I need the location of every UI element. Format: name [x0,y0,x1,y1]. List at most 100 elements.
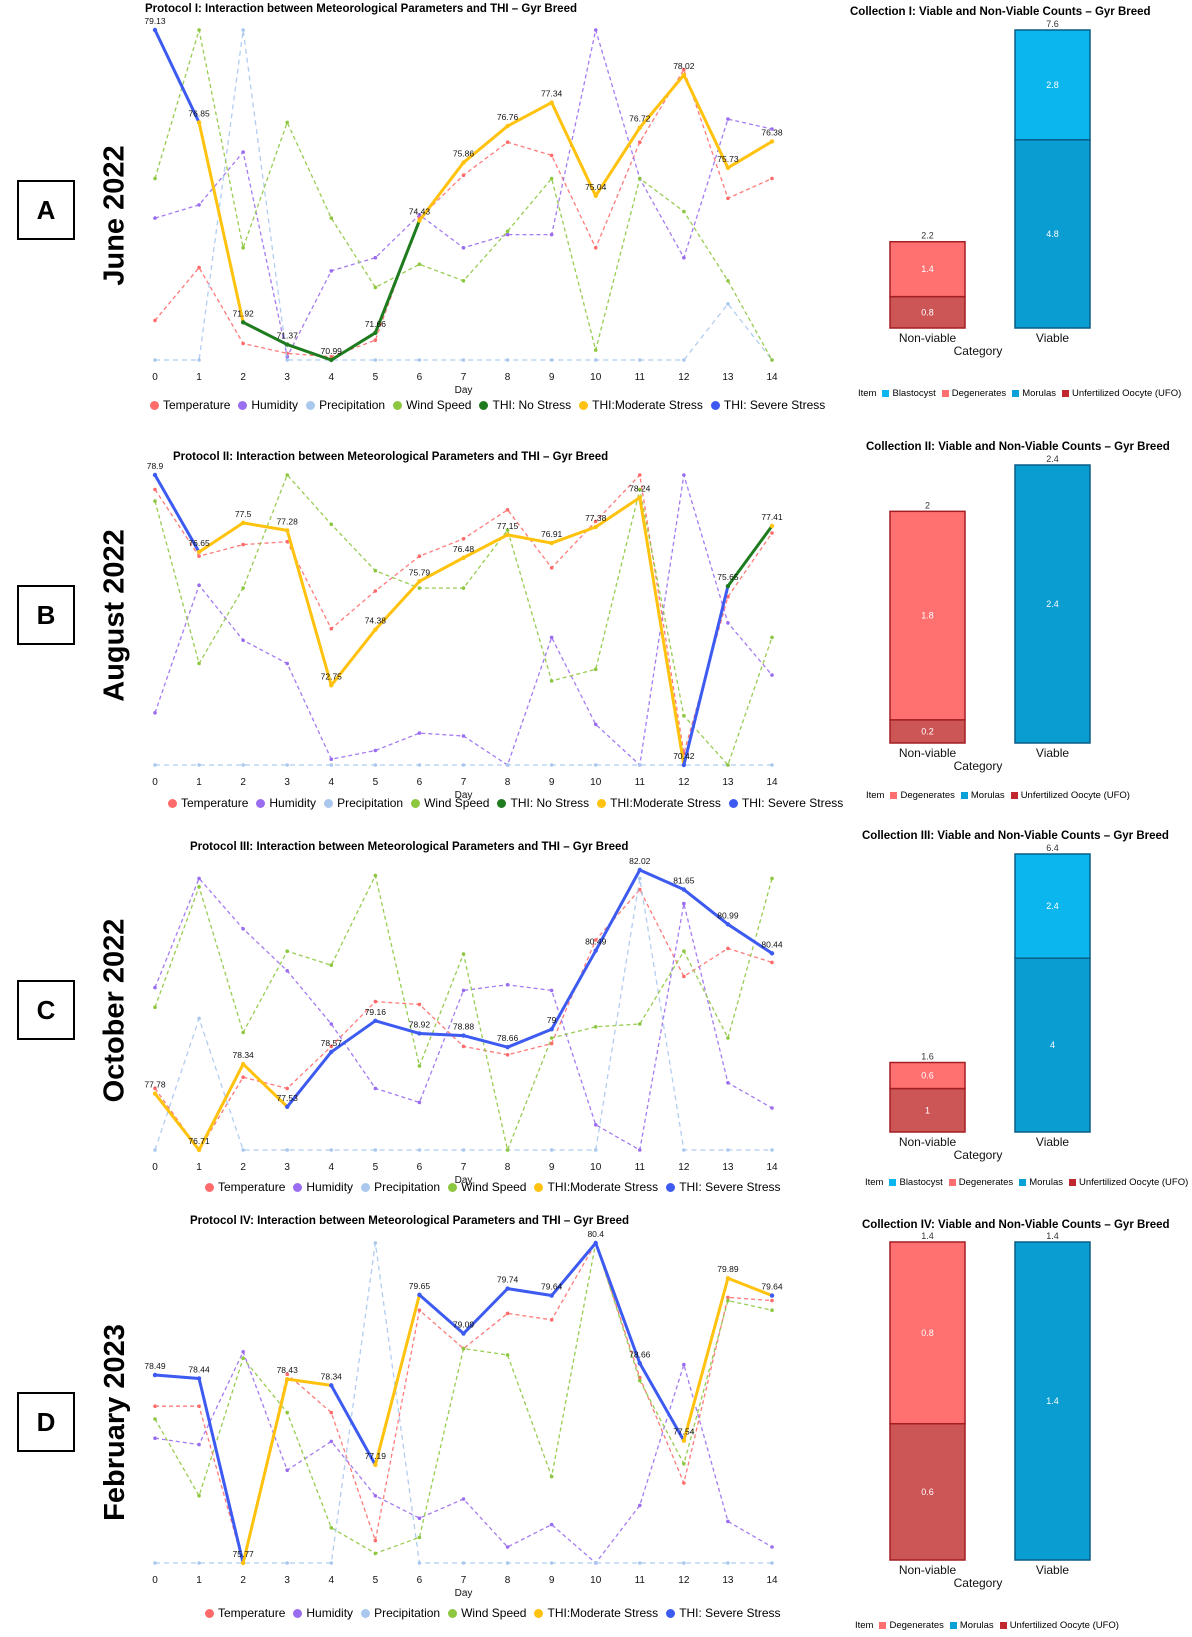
humidity-point [505,983,510,987]
x-tick-label: 7 [461,1575,467,1586]
thi-data-label: 76.85 [188,108,210,118]
bar-legend-item-morulas: Morulas [960,790,1005,801]
line-legend: Temperature Humidity Precipitation Wind Spe… [168,796,843,810]
legend-label: Humidity [269,796,317,810]
x-tick-label: 1 [196,1162,202,1173]
x-tick-label: 14 [766,372,778,383]
segment-value-label: 1.4 [1046,1396,1059,1406]
humidity-point [593,722,598,727]
bar-legend-label: Degenerates [900,790,955,801]
legend-swatch-icon [1012,390,1020,397]
legend-item-humidity: Humidity [256,796,316,810]
thi-segment [329,331,377,362]
humidity-point [461,1497,466,1501]
thi-segment [462,1034,510,1049]
precipitation-point [197,763,201,767]
thi-point [152,1372,158,1378]
thi-data-label: 76.72 [629,114,651,124]
wind-speed-line [154,1242,773,1555]
temperature-point [726,946,730,951]
thi-point [549,540,554,546]
precipitation-point [726,1148,730,1152]
thi-data-label: 79.13 [144,16,166,26]
x-tick-label: 10 [590,372,602,383]
precipitation-point [637,876,642,881]
temperature-point [417,1002,422,1007]
humidity-point [726,117,730,121]
legend-marker-icon [361,1182,371,1192]
legend-swatch-icon [889,1179,897,1186]
thi-data-label: 78.66 [629,1349,651,1359]
bar-legend-label: Blastocyst [892,388,936,399]
humidity-point [549,635,554,640]
segment-value-label: 0.6 [921,1487,934,1497]
precipitation-point [637,1561,642,1565]
bar-legend-label: Degenerates [951,388,1007,399]
temperature-point [329,626,334,631]
wind-speed-point [153,1417,157,1421]
humidity-point [153,216,157,220]
thi-segment [153,1092,201,1152]
temperature-point [505,1311,510,1316]
legend-item-temperature: Temperature [168,796,248,810]
precipitation-point [417,1148,422,1152]
thi-point [373,1018,378,1024]
precipitation-point [329,1148,334,1152]
thi-point [417,218,422,223]
thi-point [373,627,378,632]
thi-data-label: 70.99 [321,346,343,356]
legend-swatch-icon [1068,1179,1076,1186]
x-tick-label: 12 [678,372,690,383]
legend-item-wind-speed: Wind Speed [448,1606,526,1620]
thi-segment [373,1019,421,1035]
wind-speed-point [197,661,201,666]
viability-bar-chart: 0.2 1.8 2 Non-viable 2.4 2.4 Viable Category [889,455,1091,773]
line-chart-title: Protocol IV: Interaction between Meteoro… [190,1215,630,1227]
thi-data-label: 78.02 [673,61,695,71]
thi-point [240,320,246,325]
thi-point [329,683,334,688]
legend-label: Temperature [218,1180,286,1194]
legend-marker-icon [168,798,177,808]
wind-speed-point [153,176,157,181]
month-text: February 2023 [98,1323,131,1521]
precipitation-point [682,1148,686,1152]
wind-speed-point [593,348,598,352]
temperature-point [593,246,598,250]
thi-segment [506,533,554,545]
precipitation-point [461,358,466,362]
legend-label: THI: Severe Stress [679,1180,781,1194]
humidity-line [154,1350,773,1564]
x-axis-label: Category [954,344,1003,358]
humidity-point [373,1494,378,1498]
temperature-point [505,140,510,144]
thi-data-label: 78.34 [233,1050,255,1060]
wind-speed-point [637,1378,642,1383]
legend-item-humidity: Humidity [293,1180,353,1194]
x-axis-label: Category [954,1576,1003,1590]
legend-marker-icon [497,798,507,808]
stack-total-label: 7.6 [1046,20,1059,29]
wind-speed-point [726,1036,730,1040]
line-chart-title: Protocol III: Interaction between Meteor… [190,841,629,853]
humidity-point [726,1519,730,1524]
thi-segment [241,320,289,347]
x-tick-label: 13 [722,372,734,383]
bar-legend-item-morulas: Morulas [1019,1177,1063,1188]
month-text: October 2022 [98,918,131,1102]
precipitation-point [770,763,774,767]
temperature-point [329,1410,334,1415]
wind-speed-point [726,1298,730,1303]
humidity-point [682,1362,686,1367]
wind-speed-point [549,1474,554,1479]
thi-segment [197,521,245,554]
legend-swatch-icon [1019,1179,1027,1186]
bar-segment-unfertilized-oocyte-ufo [889,295,966,329]
temperature-point [417,554,422,558]
thi-segment [594,496,642,529]
stack-total-label: 2.4 [1046,455,1059,464]
category-label: Viable [1036,331,1069,345]
legend-item-thi-moderate-stress: THI:Moderate Stress [534,1606,658,1620]
x-tick-label: 6 [417,372,423,383]
precipitation-point [373,763,378,767]
